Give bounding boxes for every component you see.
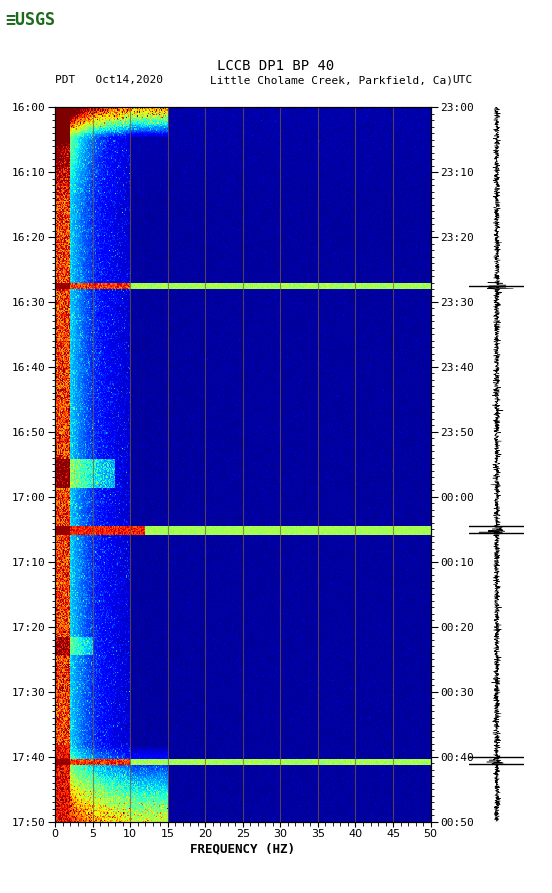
Text: Little Cholame Creek, Parkfield, Ca): Little Cholame Creek, Parkfield, Ca)	[210, 75, 453, 85]
Text: LCCB DP1 BP 40: LCCB DP1 BP 40	[217, 59, 335, 72]
Text: PDT   Oct14,2020: PDT Oct14,2020	[55, 75, 163, 85]
X-axis label: FREQUENCY (HZ): FREQUENCY (HZ)	[190, 842, 295, 855]
Text: UTC: UTC	[453, 75, 473, 85]
Text: ≡USGS: ≡USGS	[6, 11, 56, 29]
